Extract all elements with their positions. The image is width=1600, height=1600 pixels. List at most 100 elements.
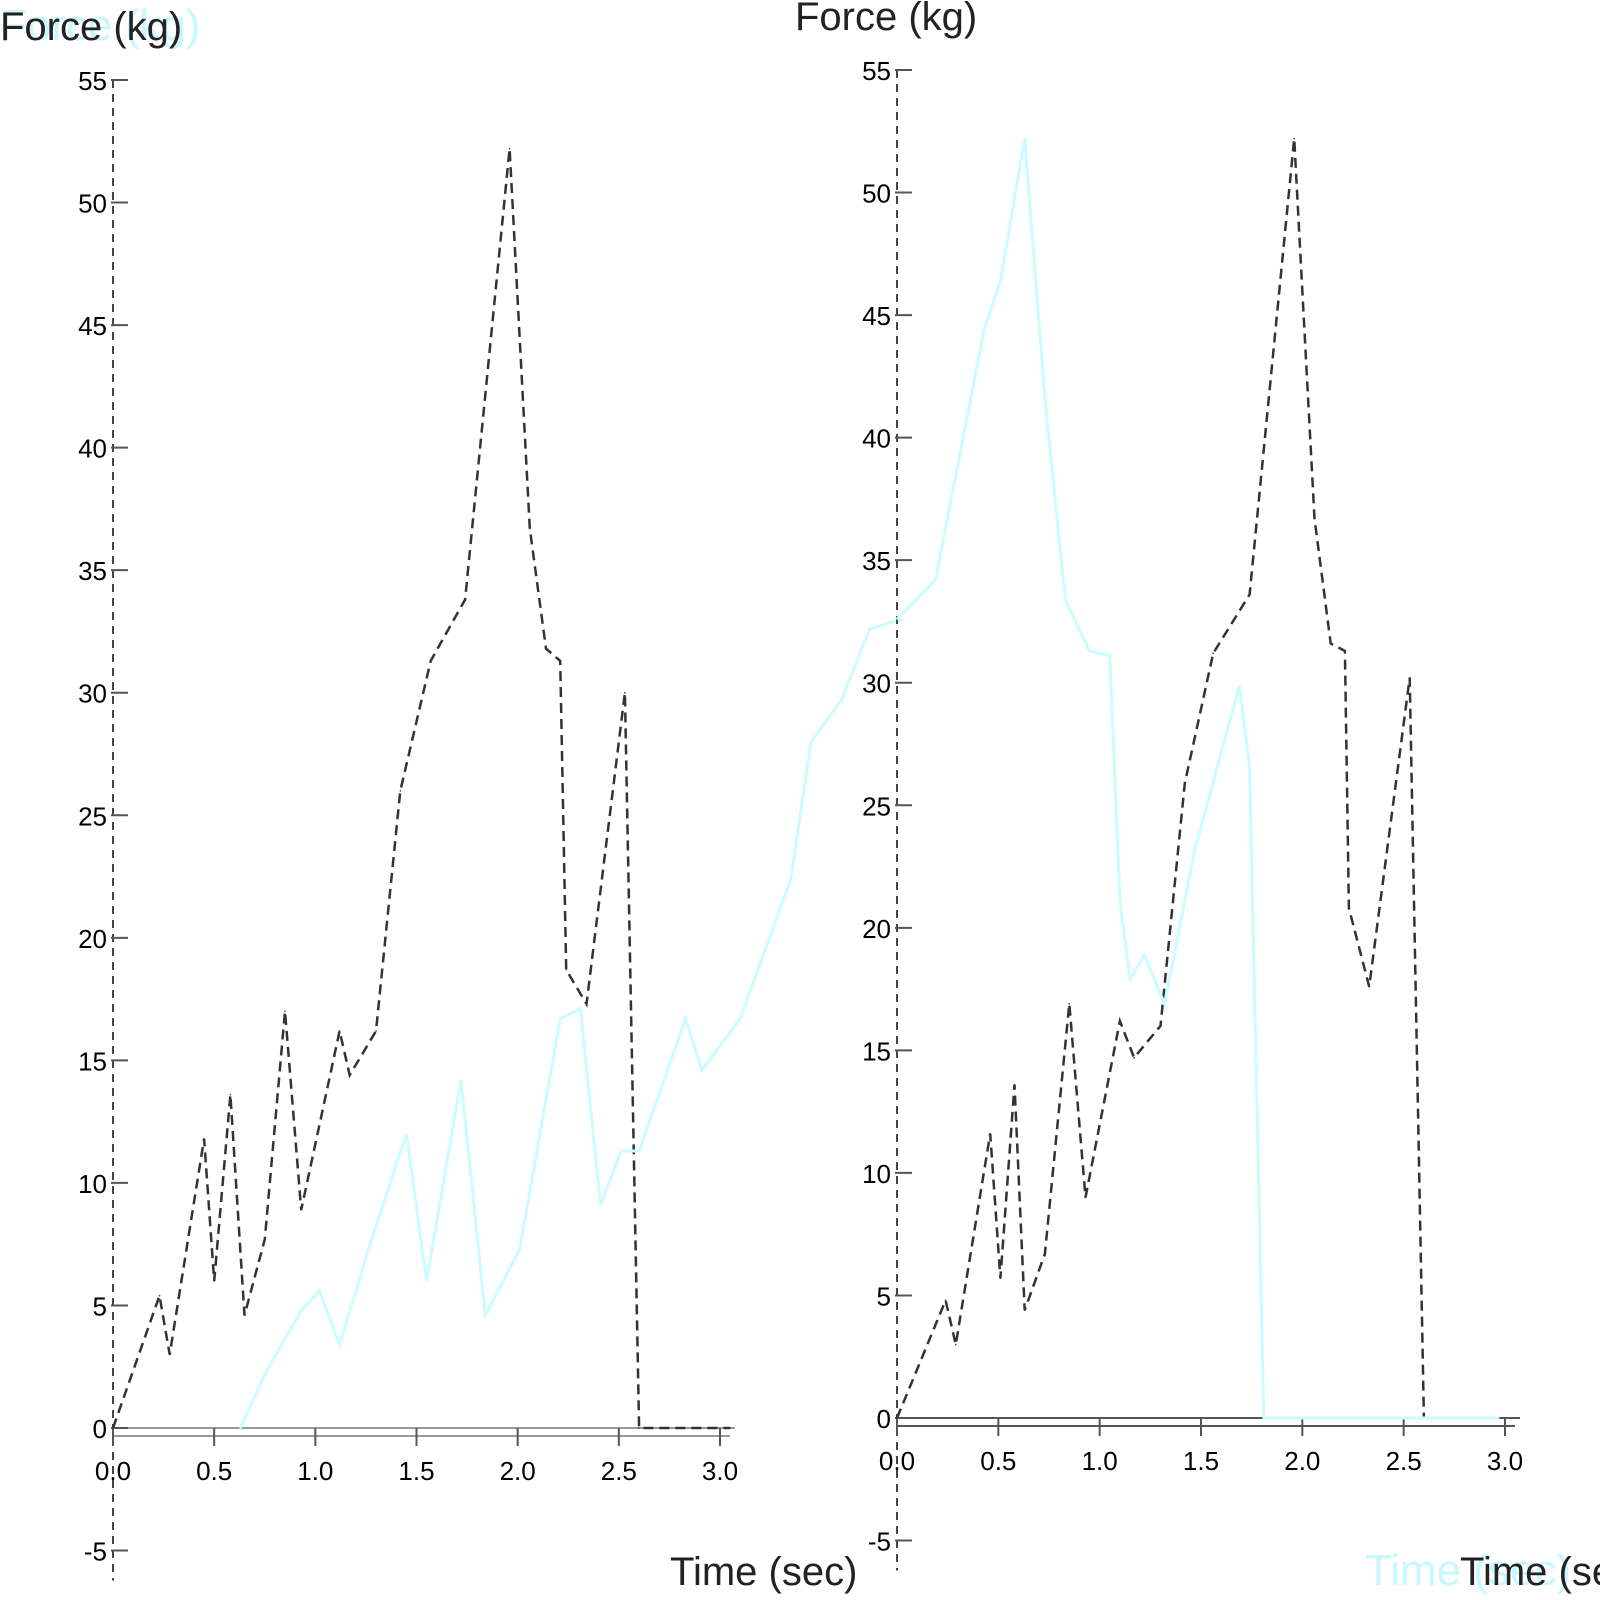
x-tick-label: 2.0 — [1284, 1446, 1320, 1476]
data-point — [1498, 1417, 1500, 1419]
data-point — [348, 1074, 351, 1076]
data-point — [263, 1238, 266, 1241]
x-tick-label: 0.5 — [980, 1446, 1016, 1476]
x-tick-label: 1.0 — [297, 1456, 333, 1486]
data-point — [1159, 1025, 1162, 1027]
x-tick-label: 1.5 — [398, 1456, 434, 1486]
data-point — [243, 1314, 246, 1317]
x-tick-label: 0.5 — [196, 1456, 232, 1486]
data-point — [1248, 593, 1251, 596]
y-axis-label: Force (kg) — [795, 0, 977, 39]
data-point — [1194, 848, 1196, 851]
y-tick-label: 25 — [78, 801, 107, 831]
y-tick-label: 35 — [78, 556, 107, 586]
data-point — [739, 1017, 742, 1020]
data-point — [901, 618, 903, 620]
data-point — [375, 1030, 377, 1032]
data-point — [464, 598, 466, 601]
y-tick-label: 0 — [877, 1404, 891, 1434]
data-point — [790, 878, 792, 880]
data-point — [213, 1280, 215, 1282]
data-point — [1263, 1417, 1265, 1419]
data-point — [559, 660, 561, 662]
data-point — [1212, 652, 1214, 655]
data-point — [1368, 985, 1371, 988]
y-axis-label-ghost: Force (kg) — [0, 1, 200, 50]
data-point — [684, 1017, 687, 1020]
data-point — [983, 328, 985, 331]
data-point — [624, 691, 626, 694]
data-point — [810, 740, 812, 743]
data-point — [1044, 397, 1046, 400]
data-point — [508, 147, 511, 150]
y-tick-label: 20 — [78, 924, 107, 954]
data-point — [1143, 953, 1146, 956]
data-point — [1109, 654, 1111, 657]
data-point — [1068, 1002, 1071, 1005]
data-point — [239, 1427, 242, 1429]
x-tick-label: 2.0 — [500, 1456, 536, 1486]
x-axis-label: Time (sec) — [1460, 1550, 1600, 1594]
y-tick-label: 55 — [78, 66, 107, 96]
data-point — [638, 1427, 640, 1429]
data-point — [168, 1353, 171, 1356]
y-tick-label: 30 — [862, 669, 891, 699]
y-tick-label: 35 — [862, 546, 891, 576]
x-tick-label: 3.0 — [702, 1456, 738, 1486]
x-tick-label: 2.5 — [601, 1456, 637, 1486]
data-point — [229, 1093, 232, 1096]
data-point — [1023, 137, 1026, 140]
y-tick-label: -5 — [868, 1527, 891, 1557]
data-point — [460, 1079, 462, 1081]
data-point — [429, 660, 432, 662]
x-tick-label: 1.5 — [1183, 1446, 1219, 1476]
series-line-1 — [895, 138, 1499, 1420]
data-point — [999, 1277, 1002, 1280]
y-tick-label: 45 — [78, 311, 107, 341]
data-point — [518, 1248, 521, 1250]
data-point — [1183, 782, 1186, 785]
x-tick-label: 0.0 — [879, 1446, 915, 1476]
data-point — [638, 1150, 640, 1152]
data-point — [1119, 1020, 1121, 1022]
data-point — [1293, 137, 1296, 140]
y-tick-label: 45 — [862, 301, 891, 331]
y-tick-label: 5 — [877, 1281, 891, 1311]
data-point — [1348, 907, 1350, 910]
series-line-0 — [895, 138, 1499, 1420]
right-panel: Force (kg) Time (sec) Time (sec) -5 0 5 10 1… — [795, 0, 1600, 1595]
y-tick-label: 5 — [93, 1291, 107, 1321]
data-point — [599, 1204, 602, 1206]
y-tick-label: 55 — [862, 56, 891, 86]
data-point — [425, 1280, 428, 1282]
series-line-1 — [239, 617, 903, 1429]
x-axis-label: Time (sec) — [670, 1550, 857, 1594]
y-tick-label: 40 — [78, 434, 107, 464]
y-tick-label: 15 — [78, 1046, 107, 1076]
data-point — [999, 279, 1002, 282]
data-point — [284, 1010, 286, 1013]
data-point — [700, 1069, 703, 1071]
data-point — [369, 1243, 371, 1245]
data-point — [1133, 1056, 1135, 1059]
data-point — [565, 968, 568, 971]
data-point — [620, 1150, 622, 1152]
data-point — [954, 1343, 957, 1346]
data-point — [1129, 978, 1131, 981]
data-point — [1013, 1083, 1016, 1086]
data-point — [1329, 642, 1332, 645]
data-point — [338, 1343, 341, 1346]
data-point — [318, 1289, 321, 1292]
y-tick-label: 10 — [78, 1169, 107, 1199]
x-axis-label-ghost: Time (sec) — [1365, 1546, 1571, 1595]
data-point — [896, 1417, 898, 1419]
data-point — [263, 1373, 266, 1375]
data-point — [944, 1299, 947, 1302]
data-point — [203, 1137, 205, 1140]
data-point — [1044, 1252, 1046, 1255]
data-point — [1408, 677, 1411, 679]
data-point — [545, 647, 547, 650]
x-tick-label: 1.0 — [1082, 1446, 1118, 1476]
data-point — [1064, 598, 1067, 601]
